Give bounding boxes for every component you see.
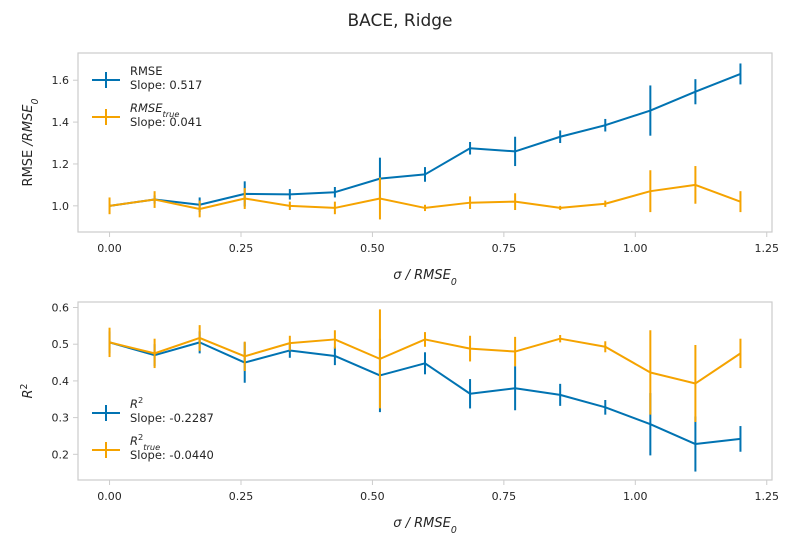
legend-series-name: R2 (130, 395, 143, 411)
x-tick-label: 0.25 (229, 242, 254, 255)
x-tick-label: 1.25 (754, 242, 779, 255)
x-axis-label: σ / RMSE0 (393, 268, 457, 288)
legend-series-name: R2true (130, 432, 160, 452)
series-line (109, 73, 741, 207)
legend-series-name: RMSE (130, 64, 162, 78)
axes-frame (77, 52, 773, 233)
x-tick-label: 1.25 (754, 490, 779, 503)
svg-text:RMSE /RMSE0: RMSE /RMSE0 (21, 98, 41, 186)
x-tick-label: 1.00 (623, 242, 648, 255)
legend-slope-label: Slope: -0.2287 (130, 411, 214, 425)
x-axis-label: σ / RMSE0 (393, 516, 457, 536)
series-2 (108, 309, 742, 423)
y-tick-label: 0.3 (52, 412, 70, 425)
x-tick-label: 0.00 (97, 490, 122, 503)
legend-slope-label: Slope: -0.0440 (130, 448, 214, 462)
y-tick-label: 1.2 (52, 158, 70, 171)
legend-series-name: RMSEtrue (130, 101, 179, 119)
panel-r2: 0.00 0.25 0.50 0.75 1.00 1.25 0.2 0.3 0.4 0.5 0.6 σ… (19, 301, 779, 536)
x-tick-label: 0.75 (492, 490, 517, 503)
y-tick-label: 0.2 (52, 448, 70, 461)
svg-text:R2: R2 (19, 383, 37, 398)
legend-slope-label: Slope: 0.041 (130, 115, 202, 129)
legend-slope-label: Slope: 0.517 (130, 78, 202, 92)
y-tick-label: 1.0 (52, 200, 70, 213)
axes-frame (77, 301, 773, 481)
x-tick-label: 0.50 (360, 242, 385, 255)
y-tick-label: 1.6 (52, 74, 70, 87)
x-tick-label: 1.00 (623, 490, 648, 503)
series-1 (109, 63, 742, 213)
y-tick-label: 1.4 (52, 116, 70, 129)
y-tick-label: 0.4 (52, 375, 70, 388)
x-tick-label: 0.50 (360, 490, 385, 503)
series-2 (108, 166, 742, 220)
y-axis-label: R2 (19, 383, 37, 398)
y-tick-label: 0.5 (52, 338, 70, 351)
panel-rmse: 0.00 0.25 0.50 0.75 1.00 1.25 1.0 1.2 1.4 1.6 σ / … (21, 52, 779, 288)
y-tick-label: 0.6 (52, 302, 70, 315)
x-tick-label: 0.00 (97, 242, 122, 255)
figure-title: BACE, Ridge (348, 11, 453, 31)
x-tick-label: 0.25 (229, 490, 254, 503)
x-tick-label: 0.75 (492, 242, 517, 255)
y-axis-label: RMSE /RMSE0 (21, 98, 41, 186)
